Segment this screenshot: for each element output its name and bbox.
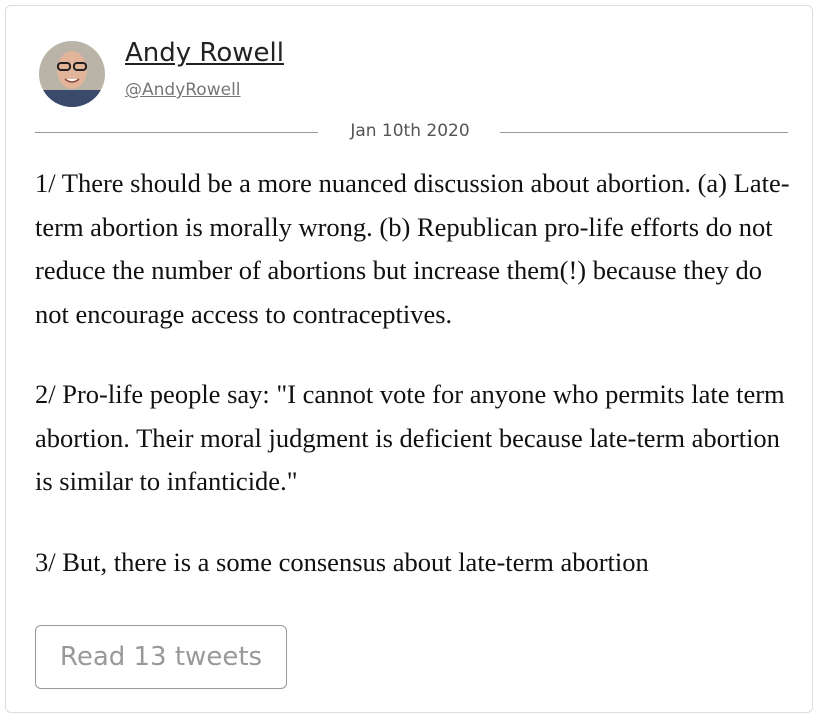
author-name[interactable]: Andy Rowell [125, 38, 284, 68]
avatar[interactable] [38, 40, 106, 108]
thread-body: 1/ There should be a more nuanced discus… [35, 162, 795, 596]
read-button[interactable]: Read 13 tweets [35, 625, 287, 689]
divider [35, 132, 318, 133]
tweet-text: 2/ Pro-life people say: "I cannot vote f… [35, 373, 795, 504]
author-handle[interactable]: @AndyRowell [125, 80, 241, 100]
tweet-text: 3/ But, there is a some consensus about … [35, 541, 795, 585]
tweet-text: 1/ There should be a more nuanced discus… [35, 162, 795, 336]
divider [500, 132, 788, 133]
page: Andy Rowell @AndyRowell Jan 10th 2020 1/… [0, 0, 817, 719]
date: Jan 10th 2020 [325, 121, 495, 141]
